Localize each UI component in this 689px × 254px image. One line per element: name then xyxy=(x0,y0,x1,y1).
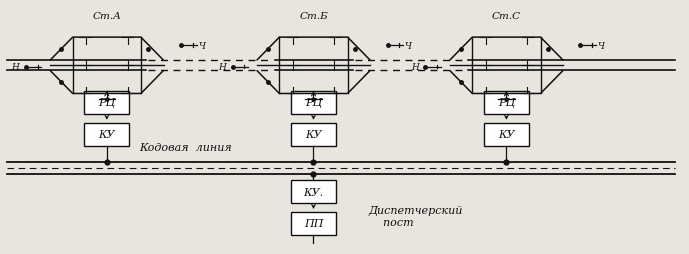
Bar xyxy=(84,123,130,146)
Text: Н: Н xyxy=(11,63,19,72)
Text: ПП: ПП xyxy=(304,218,323,229)
Bar xyxy=(291,123,336,146)
Text: КУ: КУ xyxy=(99,130,115,140)
Text: Н: Н xyxy=(218,63,226,72)
Bar xyxy=(291,91,336,114)
Text: Диспетчерский
    пост: Диспетчерский пост xyxy=(369,205,463,227)
Text: РЦ: РЦ xyxy=(305,98,322,108)
Bar xyxy=(291,180,336,203)
Text: Ст.С: Ст.С xyxy=(492,12,521,21)
Text: Ч: Ч xyxy=(404,42,412,51)
Text: Н: Н xyxy=(411,63,418,72)
Bar xyxy=(484,123,529,146)
Text: Ст.Б: Ст.Б xyxy=(299,12,328,21)
Text: Ст.А: Ст.А xyxy=(92,12,121,21)
Text: КУ: КУ xyxy=(498,130,515,140)
Bar xyxy=(84,91,130,114)
Text: РЦ: РЦ xyxy=(98,98,116,108)
Bar xyxy=(291,212,336,235)
Text: Ч: Ч xyxy=(597,42,605,51)
Bar xyxy=(484,91,529,114)
Text: Кодовая  линия: Кодовая линия xyxy=(140,142,232,152)
Text: КУ: КУ xyxy=(305,130,322,140)
Text: РЦ: РЦ xyxy=(497,98,515,108)
Text: КУ.: КУ. xyxy=(303,187,324,197)
Text: Ч: Ч xyxy=(198,42,205,51)
